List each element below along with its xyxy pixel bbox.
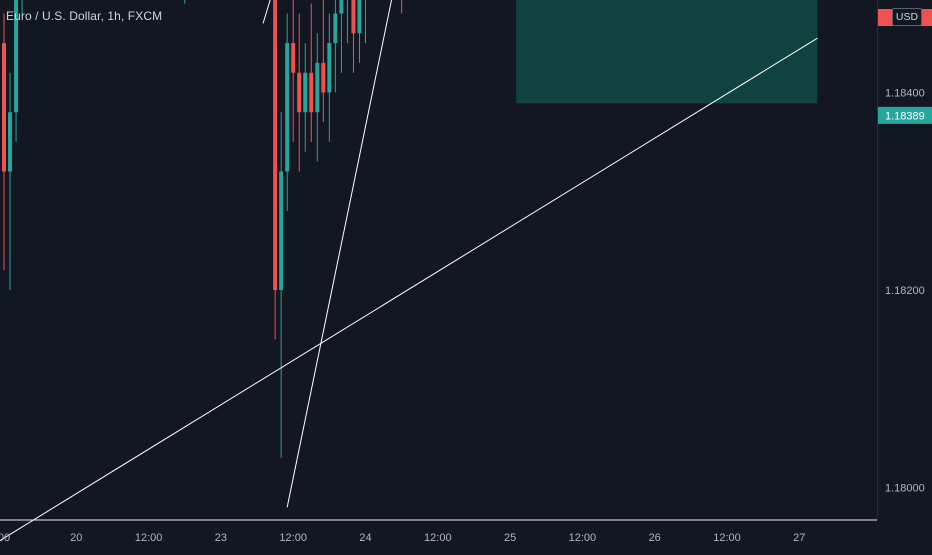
candle-body [303,72,308,113]
candle-body [333,13,338,44]
currency-button[interactable]: USD [892,8,922,26]
time-tick-label: 12:00 [135,532,163,544]
candle-body [285,43,290,172]
chart-title: Euro / U.S. Dollar, 1h, FXCM [6,9,163,23]
candle [357,0,362,63]
price-tick-label: 1.18400 [885,88,925,100]
candle-body [339,0,344,14]
candle [273,0,278,340]
time-tick-label: 26 [649,532,661,544]
candle-body [321,62,326,93]
target-price-tag-box [878,106,932,124]
price-tick-label: 1.18000 [885,483,925,495]
candle [291,0,296,142]
candle-body [273,0,278,290]
candle-body [291,43,296,73]
candle-body [279,171,284,290]
time-axis[interactable]: 00 20 12:00 23 12:00 24 12:00 25 12:00 26 12:00 27 [0,532,805,544]
target-price-tag: 1.18389 [878,106,932,124]
candlestick-series [2,0,403,458]
candle [8,72,13,290]
candle-body [297,72,302,113]
price-axis[interactable]: 1.180001.182001.184001.186001.188001.190… [885,0,925,495]
candle [285,13,290,211]
candle-body [357,0,362,34]
time-tick-label: 27 [793,532,805,544]
candle-body [351,0,356,34]
candle-body [309,72,314,113]
position-zones [516,0,818,104]
candle [333,0,338,93]
candle [327,13,332,142]
trendlines[interactable] [0,0,818,541]
time-tick-label: 12:00 [569,532,597,544]
target-price-tag-text: 1.18389 [885,110,925,122]
candle-body [327,43,332,93]
candle [14,0,19,142]
candle [297,13,302,172]
time-tick-label: 00 [0,532,10,544]
candle [321,0,326,123]
long-support-line[interactable] [0,37,818,541]
time-tick-label: 25 [504,532,516,544]
channel-lower-line[interactable] [286,0,498,508]
time-tick-label: 12:00 [424,532,452,544]
candle [351,0,356,73]
candle [309,3,314,142]
candle-body [14,0,19,113]
price-tick-label: 1.18200 [885,285,925,297]
candle [346,0,348,44]
candle [279,112,284,458]
time-tick-label: 24 [359,532,371,544]
candle [315,33,320,162]
candle-body [315,62,320,113]
take-profit-zone [516,0,818,104]
time-tick-label: 23 [215,532,227,544]
time-tick-label: 20 [70,532,82,544]
candle [2,13,6,271]
candle [339,0,344,73]
candle-body [2,43,6,172]
candle [365,0,366,44]
candle [303,43,308,152]
time-tick-label: 12:00 [279,532,307,544]
time-tick-label: 12:00 [713,532,741,544]
candle-body [8,112,13,172]
